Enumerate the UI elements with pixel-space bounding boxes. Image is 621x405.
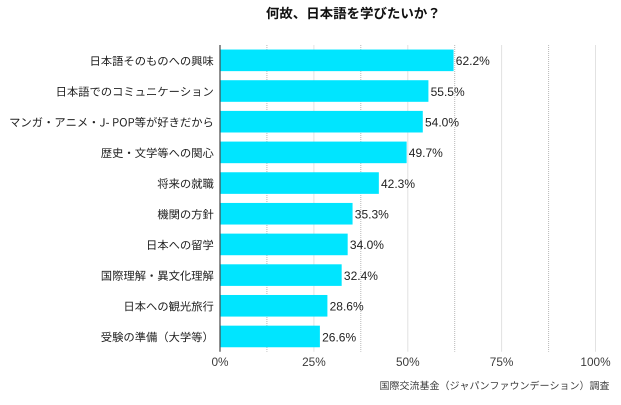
svg-text:35.3%: 35.3% bbox=[355, 208, 389, 222]
svg-text:62.2%: 62.2% bbox=[456, 54, 490, 68]
svg-text:0%: 0% bbox=[211, 355, 229, 369]
svg-text:54.0%: 54.0% bbox=[425, 116, 459, 130]
svg-text:55.5%: 55.5% bbox=[431, 85, 465, 99]
svg-text:34.0%: 34.0% bbox=[350, 238, 384, 252]
svg-text:75%: 75% bbox=[490, 355, 514, 369]
svg-text:49.7%: 49.7% bbox=[409, 146, 443, 160]
svg-text:42.3%: 42.3% bbox=[381, 177, 415, 191]
svg-text:50%: 50% bbox=[396, 355, 420, 369]
svg-text:25%: 25% bbox=[302, 355, 326, 369]
svg-text:32.4%: 32.4% bbox=[344, 269, 378, 283]
svg-text:26.6%: 26.6% bbox=[322, 330, 356, 344]
svg-text:100%: 100% bbox=[580, 355, 611, 369]
svg-text:28.6%: 28.6% bbox=[330, 300, 364, 314]
